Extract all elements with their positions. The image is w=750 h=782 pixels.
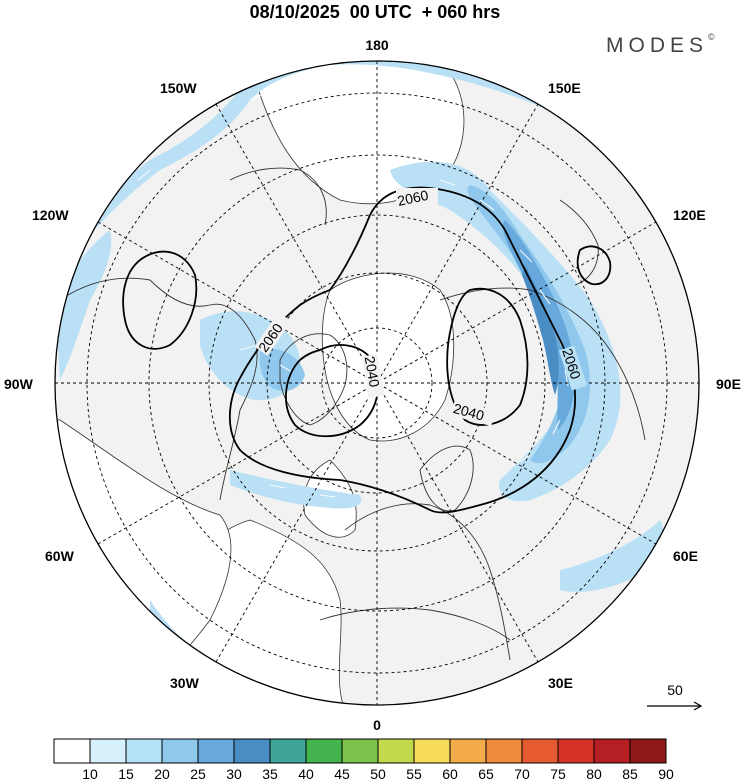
- lon-label-120e: 120E: [673, 207, 706, 223]
- colorbar-tick-label: 45: [334, 766, 350, 782]
- colorbar-tick-label: 65: [478, 766, 494, 782]
- arctic-basin: [321, 272, 455, 442]
- lon-label-60w: 60W: [45, 548, 75, 564]
- jet-mid-band-east: [467, 185, 590, 464]
- lon-label-90w: 90W: [4, 376, 34, 392]
- lon-label-150w: 150W: [160, 80, 197, 96]
- lon-label-60e: 60E: [673, 548, 698, 564]
- jet-light-rim-west: [55, 230, 112, 380]
- lat-circle-50: [148, 154, 606, 612]
- colorbar-tick-label: 70: [514, 766, 530, 782]
- coastlines: [59, 167, 646, 661]
- map-border: [54, 60, 700, 706]
- brand-name: MODES: [606, 34, 709, 57]
- contour-label-2060-north: 2060: [396, 187, 430, 209]
- arrow-right-icon: [693, 701, 703, 711]
- colorbar-swatch: [377, 738, 415, 764]
- colorbar-tick-label: 40: [298, 766, 314, 782]
- colorbar-swatch: [53, 738, 91, 764]
- colorbar-swatch: [341, 738, 379, 764]
- colorbar-swatch: [449, 738, 487, 764]
- contour-2040-east: [446, 287, 529, 426]
- colorbar-swatch: [89, 738, 127, 764]
- lat-circle-60: [208, 214, 546, 552]
- lon-label-30e: 30E: [548, 675, 573, 691]
- contour-2060-east-cell: [576, 245, 612, 286]
- colorbar-swatch: [305, 738, 343, 764]
- coast-mediterranean: [319, 607, 511, 641]
- colorbar-swatch: [269, 738, 307, 764]
- coast-kamchatka: [559, 199, 599, 286]
- coast-north-america: [59, 277, 258, 501]
- colorbar-tick-label: 55: [406, 766, 422, 782]
- colorbar-swatch: [161, 738, 199, 764]
- lon-label-0: 0: [373, 717, 381, 733]
- contour-2060-west-cell: [122, 250, 198, 350]
- colorbar-tick-label: 90: [658, 766, 674, 782]
- colorbar-swatch: [521, 738, 559, 764]
- contour-label-2040-east: 2040: [452, 400, 486, 424]
- jet-mid-patch-west: [259, 348, 305, 392]
- colorbar-swatch: [629, 738, 667, 764]
- colorbar-tick-label: 15: [118, 766, 134, 782]
- lon-label-30w: 30W: [170, 675, 200, 691]
- colorbar-swatch: [197, 738, 235, 764]
- colorbar-tick-label: 20: [154, 766, 170, 782]
- copyright-mark: ©: [708, 32, 715, 42]
- colorbar-swatch: [125, 738, 163, 764]
- coast-europe: [344, 503, 511, 661]
- lon-label-150e: 150E: [548, 80, 581, 96]
- modes-logo: MODES©: [606, 32, 715, 58]
- colorbar-tick-label: 75: [550, 766, 566, 782]
- coast-greenland: [279, 333, 348, 426]
- colorbar-tick-label: 50: [370, 766, 386, 782]
- jet-light-atlantic: [230, 470, 362, 509]
- colorbar-tick-label: 35: [262, 766, 278, 782]
- meridian-150w-30e: [215, 103, 539, 663]
- colorbar-tick-label: 25: [190, 766, 206, 782]
- colorbar-tick-label: 10: [82, 766, 98, 782]
- colorbar-tick-label: 60: [442, 766, 458, 782]
- coast-scandinavia: [419, 445, 474, 512]
- wind-reference-label: 50: [667, 682, 683, 698]
- colorbar-swatch: [413, 738, 451, 764]
- colorbar-swatch: [557, 738, 595, 764]
- colorbar-tick-label: 85: [622, 766, 638, 782]
- map-title: 08/10/2025 00 UTC + 060 hrs: [249, 2, 501, 22]
- longitude-labels: 180 0 90W 90E 150W 120W 60W 30W 150E 120…: [4, 37, 741, 733]
- colorbar-tick-label: 30: [226, 766, 242, 782]
- lon-label-120w: 120W: [32, 207, 69, 223]
- colorbar: 10 15 20 25 30 35 40 45 50 55 60 65 70 75 80 85 90: [53, 738, 674, 782]
- meridian-30w-150e: [215, 103, 539, 663]
- wind-reference: 50: [647, 682, 703, 711]
- lon-label-180: 180: [365, 37, 389, 53]
- colorbar-swatch: [485, 738, 523, 764]
- colorbar-tick-label: 80: [586, 766, 602, 782]
- graticule: [55, 61, 699, 705]
- meridian-120w-60e: [97, 221, 657, 545]
- meridian-60w-120e: [97, 221, 657, 545]
- coast-alaska: [229, 167, 327, 226]
- colorbar-swatch: [593, 738, 631, 764]
- colorbar-swatch: [233, 738, 271, 764]
- contour-label-2040-center: 2040: [362, 355, 383, 389]
- jet-core-east: [522, 265, 559, 395]
- lon-label-90e: 90E: [716, 376, 741, 392]
